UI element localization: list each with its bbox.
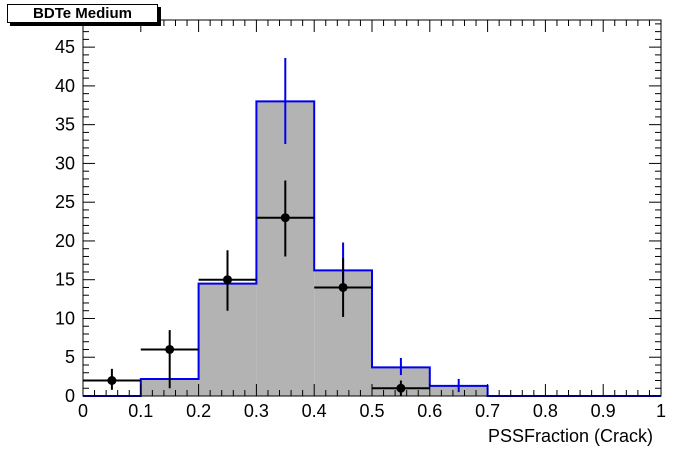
data-point [140,330,199,389]
chart-title: BDTe Medium [7,4,158,23]
x-axis-title: PSSFraction (Crack) [488,426,653,446]
data-point [372,380,430,396]
data-point-marker [165,344,175,354]
data-point [256,180,315,257]
y-tick-label: 30 [55,153,75,173]
data-point [198,250,257,311]
y-tick-labels: 0 5 10 15 20 25 30 35 40 45 [55,37,75,406]
x-tick-label: 0.8 [533,401,558,421]
x-tick-label: 0.4 [302,401,327,421]
y-tick-label: 20 [55,231,75,251]
y-tick-label: 5 [65,347,75,367]
x-tick-label: 1 [656,401,666,421]
y-tick-label: 10 [55,308,75,328]
x-tick-label: 0.7 [475,401,500,421]
y-tick-label: 40 [55,76,75,96]
data-point-marker [280,213,290,223]
x-tick-label: 0.9 [591,401,616,421]
data-point-marker [396,383,406,393]
data-point-marker [107,375,117,385]
axis-ticks [82,20,662,397]
x-tick-labels: 0 0.1 0.2 0.3 0.4 0.5 0.6 0.7 0.8 0.9 1 [78,401,666,421]
data-point-marker [223,275,232,285]
x-tick-label: 0.3 [244,401,269,421]
y-tick-label: 25 [55,192,75,212]
x-tick-label: 0.2 [186,401,211,421]
y-tick-label: 45 [55,37,75,57]
y-tick-label: 15 [55,270,75,290]
data-point [314,258,372,317]
x-tick-label: 0 [78,401,88,421]
data-point-marker [338,282,348,292]
data-point [83,368,141,390]
data-points [83,180,430,396]
x-tick-label: 0.5 [359,401,384,421]
x-tick-label: 0.1 [128,401,153,421]
x-tick-label: 0.6 [417,401,442,421]
y-tick-label: 0 [65,386,75,406]
y-tick-label: 35 [55,115,75,135]
